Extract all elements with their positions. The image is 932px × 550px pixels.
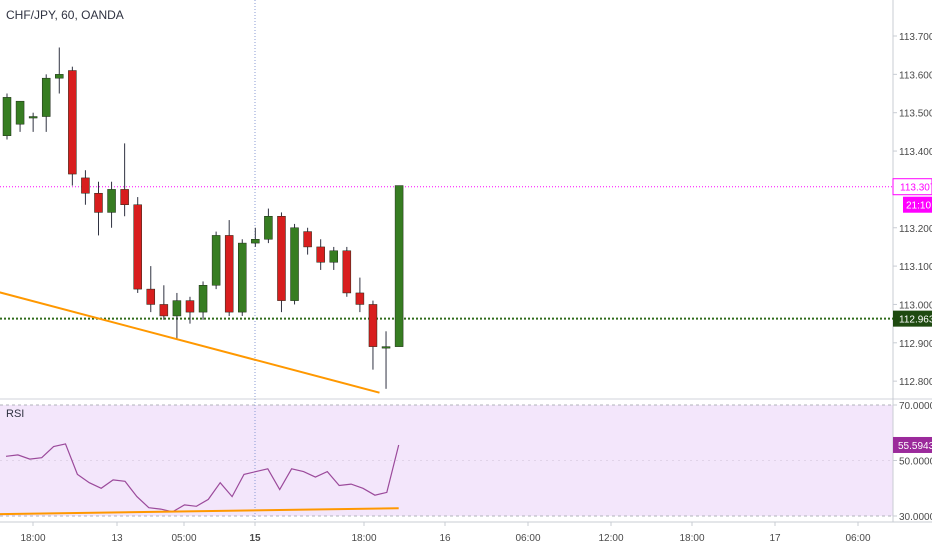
time-tick-label: 17 [769,533,781,544]
price-tick-label: 113.500 [899,109,932,120]
candle-bull [381,346,391,349]
rsi-title: RSI [6,408,25,420]
candle-bull [251,239,260,244]
highlight-price-label: 113.307 [900,183,932,194]
countdown-box [903,196,932,213]
time-tick-label: 06:00 [515,533,540,544]
current-price-label: 112.963 [899,315,932,326]
candle-bull [238,242,247,313]
candle-bull [107,189,116,213]
price-tick-label: 112.900 [899,339,932,350]
rsi-line [5,443,400,513]
price-pane [0,0,893,398]
rsi-value-box [893,436,932,453]
candle-bull [264,215,273,240]
candle-bear [342,250,352,294]
price-trendline [0,291,380,394]
candle-bull [15,100,25,125]
time-tick-label: 18:00 [20,533,45,544]
candle-bear [185,300,195,313]
price-tick-label: 113.600 [899,70,932,81]
rsi-value-label: 55.5943 [898,441,932,452]
price-tick-label: 113.000 [899,300,932,311]
highlight-price-box [892,178,932,196]
price-tick-label: 113.100 [899,262,932,273]
price-tick-label: 112.800 [899,377,932,388]
candle-bull [290,227,299,301]
time-tick-label: 15 [249,533,261,544]
candle-bear [224,235,234,313]
rsi-tick-label: 30.0000 [899,512,932,523]
time-tick-label: 18:00 [351,533,376,544]
candle-bear [120,189,129,205]
rsi-trendline [0,507,399,516]
countdown-label: 21:10 [906,201,931,212]
candle-bull [28,116,38,119]
candle-bear [133,204,142,290]
time-tick-label: 12:00 [598,533,623,544]
rsi-tick-label: 70.0000 [899,401,932,412]
time-tick-label: 06:00 [845,533,870,544]
candle-bear [159,304,169,317]
candle-bear [303,231,312,248]
time-tick-label: 05:00 [171,533,196,544]
candle-bear [81,177,90,194]
candle-bear [68,70,77,175]
symbol-label: CHF/JPY, 60, OANDA [6,8,124,22]
price-tick-label: 113.400 [899,147,932,158]
candle-bull [211,235,221,286]
current-price-box [893,310,932,327]
candle-bull [394,185,404,347]
price-tick-label: 113.700 [899,32,932,43]
candle-bull [172,300,182,317]
candle-bear [94,192,103,213]
candle-bull [198,285,208,313]
rsi-tick-label: 50.0000 [899,457,932,468]
candle-bear [368,304,378,347]
candle-bear [146,288,156,305]
candle-bear [316,246,325,263]
time-tick-label: 16 [439,533,451,544]
candle-bull [41,77,51,117]
candle-bull [329,250,338,263]
time-tick-label: 18:00 [679,533,704,544]
candle-bull [2,97,12,136]
candle-bear [277,215,286,301]
price-tick-label: 113.200 [899,224,932,235]
candle-bull [55,74,64,79]
candle-bear [355,292,365,305]
time-tick-label: 13 [111,533,123,544]
